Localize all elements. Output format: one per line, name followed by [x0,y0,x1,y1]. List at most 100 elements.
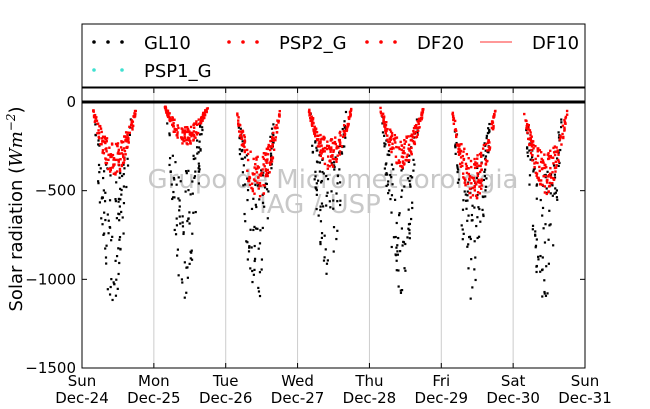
point-PSP2_G [468,191,471,195]
point-PSP2_G [487,145,491,149]
point-PSP2_G [468,187,472,190]
point-PSP2_G [258,194,262,198]
point-PSP2_G [451,113,454,116]
point-GL10 [325,204,328,207]
point-GL10 [117,197,120,201]
point-PSP2_G [120,164,124,168]
point-PSP2_G [486,141,489,145]
point-GL10 [411,176,414,179]
point-GL10 [120,188,123,192]
point-GL10 [182,231,185,234]
point-PSP2_G [476,174,480,178]
point-PSP2_G [278,115,281,118]
point-PSP2_G [486,159,489,163]
point-PSP2_G [457,150,461,153]
point-GL10 [547,238,550,241]
point-PSP2_G [239,133,242,136]
point-GL10 [246,241,249,244]
point-PSP2_G [276,126,279,130]
point-PSP2_G [554,170,557,173]
point-PSP2_G [461,154,464,158]
point-PSP2_G [563,120,567,124]
point-GL10 [388,189,391,192]
point-GL10 [185,266,188,269]
point-PSP2_G [240,131,244,134]
point-GL10 [119,247,122,251]
point-PSP2_G [348,115,351,119]
point-PSP2_G [190,132,193,136]
point-GL10 [187,189,190,192]
point-PSP2_G [195,120,198,123]
point-PSP2_G [240,137,243,140]
point-PSP2_G [484,158,487,161]
point-PSP2_G [467,156,470,160]
point-PSP2_G [245,148,249,152]
legend-marker-DF20 [365,40,369,44]
point-PSP2_G [323,162,327,166]
point-PSP2_G [259,184,262,187]
point-GL10 [316,161,319,164]
point-PSP2_G [329,139,332,142]
point-PSP2_G [473,186,476,189]
point-PSP2_G [264,169,268,172]
point-PSP2_G [404,158,407,162]
point-PSP2_G [418,118,421,121]
point-PSP2_G [168,112,171,115]
point-GL10 [343,120,346,123]
point-GL10 [384,173,387,176]
point-GL10 [474,256,477,259]
point-GL10 [398,214,401,217]
point-GL10 [99,167,102,170]
point-PSP2_G [338,143,342,147]
point-PSP2_G [388,128,392,131]
point-PSP2_G [537,178,540,181]
point-PSP2_G [122,147,126,150]
point-PSP2_G [114,173,117,176]
point-PSP2_G [204,110,208,114]
point-PSP2_G [335,145,339,148]
point-GL10 [242,164,245,167]
point-PSP2_G [525,124,528,128]
point-GL10 [168,132,171,135]
point-GL10 [319,208,322,212]
point-PSP2_G [316,134,319,137]
y-tick-label: 0 [66,93,76,111]
point-PSP2_G [528,143,531,146]
point-PSP2_G [461,161,464,164]
point-GL10 [398,212,401,215]
point-PSP2_G [473,189,477,192]
point-GL10 [98,171,101,174]
point-PSP2_G [400,164,403,168]
point-GL10 [395,269,398,272]
point-PSP2_G [478,170,482,174]
point-PSP2_G [181,131,184,134]
point-PSP2_G [189,142,192,145]
point-PSP2_G [313,132,316,135]
point-PSP2_G [530,143,533,146]
point-PSP2_G [475,162,479,165]
point-GL10 [332,161,336,164]
point-PSP2_G [414,123,418,127]
point-GL10 [408,228,411,232]
point-GL10 [179,222,182,225]
point-GL10 [253,257,257,260]
point-PSP2_G [350,107,353,111]
point-GL10 [396,253,399,256]
legend-label-PSP1_G: PSP1_G [144,61,212,82]
point-GL10 [408,232,411,235]
point-PSP2_G [454,129,458,133]
point-PSP2_G [238,123,241,127]
point-PSP2_G [458,152,462,155]
legend-label-PSP2_G: PSP2_G [279,33,347,54]
point-PSP2_G [543,163,546,167]
point-GL10 [191,192,194,195]
point-GL10 [272,141,275,144]
point-GL10 [117,272,120,276]
point-GL10 [482,154,485,157]
point-GL10 [325,262,329,265]
point-PSP2_G [455,134,458,137]
point-PSP2_G [327,144,331,148]
point-PSP2_G [329,160,332,163]
point-GL10 [183,261,186,264]
point-GL10 [481,208,484,211]
